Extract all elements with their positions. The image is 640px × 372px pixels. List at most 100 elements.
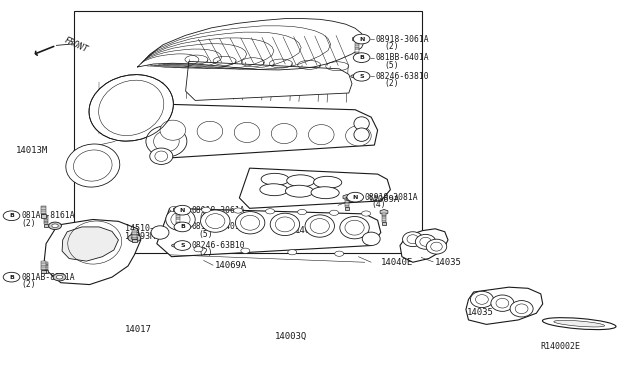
Ellipse shape	[314, 176, 342, 188]
Ellipse shape	[362, 232, 380, 246]
Circle shape	[128, 234, 141, 242]
Ellipse shape	[354, 75, 360, 77]
Bar	[175, 224, 180, 227]
Bar	[41, 269, 46, 270]
Ellipse shape	[351, 74, 364, 78]
Bar	[74, 11, 422, 253]
Bar	[175, 213, 180, 215]
Bar	[44, 264, 49, 265]
Bar	[44, 269, 49, 270]
Bar	[132, 232, 137, 234]
Bar	[175, 215, 180, 217]
Polygon shape	[400, 229, 448, 262]
Circle shape	[194, 247, 203, 252]
Text: N: N	[180, 208, 185, 213]
Bar	[41, 207, 46, 209]
Bar	[382, 215, 386, 217]
Circle shape	[335, 251, 344, 256]
Text: B: B	[180, 224, 185, 230]
Bar	[382, 218, 386, 220]
Text: 08246-63B10: 08246-63B10	[192, 241, 246, 250]
Polygon shape	[44, 219, 141, 285]
Ellipse shape	[151, 226, 169, 239]
Ellipse shape	[160, 120, 186, 140]
Bar	[355, 43, 360, 45]
Bar	[44, 216, 49, 217]
Text: 14069A: 14069A	[368, 195, 400, 203]
Text: N: N	[359, 36, 364, 42]
Bar	[345, 203, 349, 205]
Text: 08918-3061A: 08918-3061A	[192, 206, 246, 215]
Polygon shape	[346, 196, 354, 201]
Ellipse shape	[287, 175, 315, 187]
Text: 14069A: 14069A	[214, 262, 246, 270]
Ellipse shape	[470, 291, 493, 308]
Circle shape	[330, 210, 339, 215]
Circle shape	[56, 275, 63, 279]
Text: 08919-3081A: 08919-3081A	[365, 193, 419, 202]
Bar	[41, 211, 46, 213]
Polygon shape	[466, 287, 543, 324]
Text: 081AB-8161A: 081AB-8161A	[21, 211, 75, 220]
Text: 14003Q: 14003Q	[275, 332, 307, 341]
Bar	[132, 239, 137, 242]
Polygon shape	[343, 195, 351, 200]
Ellipse shape	[89, 75, 173, 141]
Ellipse shape	[346, 126, 371, 146]
Bar	[382, 220, 386, 222]
Ellipse shape	[260, 184, 288, 196]
Bar	[41, 209, 46, 211]
Bar	[355, 45, 360, 47]
Ellipse shape	[415, 234, 436, 249]
Ellipse shape	[197, 121, 223, 141]
Bar	[41, 262, 46, 263]
Ellipse shape	[510, 301, 533, 317]
Bar	[175, 219, 180, 222]
Text: B: B	[9, 213, 14, 218]
Text: 14017: 14017	[125, 325, 152, 334]
Ellipse shape	[543, 318, 616, 330]
Bar	[345, 207, 349, 210]
Text: 14013M: 14013M	[16, 146, 48, 155]
Text: R140002E: R140002E	[541, 342, 581, 351]
Text: (2): (2)	[198, 248, 213, 257]
Bar	[382, 213, 386, 215]
Polygon shape	[157, 208, 381, 257]
Bar	[355, 52, 360, 54]
Bar	[44, 270, 49, 273]
Ellipse shape	[354, 117, 369, 130]
Bar	[132, 235, 137, 237]
Circle shape	[3, 272, 20, 282]
Circle shape	[53, 273, 66, 281]
Circle shape	[298, 209, 307, 215]
Text: (5): (5)	[384, 61, 399, 70]
Bar	[345, 205, 349, 207]
Ellipse shape	[340, 217, 369, 239]
Circle shape	[174, 205, 191, 215]
Circle shape	[266, 209, 275, 214]
Circle shape	[353, 34, 370, 44]
Ellipse shape	[285, 185, 314, 197]
Bar	[41, 215, 46, 218]
Bar	[44, 219, 49, 221]
Bar	[345, 198, 349, 200]
Polygon shape	[239, 168, 390, 208]
Ellipse shape	[426, 239, 447, 254]
Polygon shape	[380, 209, 388, 215]
Bar	[382, 217, 386, 218]
Ellipse shape	[491, 295, 514, 311]
Bar	[41, 267, 46, 269]
Circle shape	[362, 211, 371, 216]
Bar	[345, 200, 349, 202]
Polygon shape	[62, 227, 118, 261]
Circle shape	[131, 236, 138, 240]
Ellipse shape	[146, 126, 187, 157]
Circle shape	[174, 241, 191, 250]
Bar	[175, 217, 180, 219]
Bar	[44, 265, 49, 267]
Circle shape	[3, 211, 20, 221]
Ellipse shape	[234, 122, 260, 142]
Ellipse shape	[150, 148, 173, 164]
Text: N: N	[353, 195, 358, 200]
Bar	[355, 49, 360, 52]
